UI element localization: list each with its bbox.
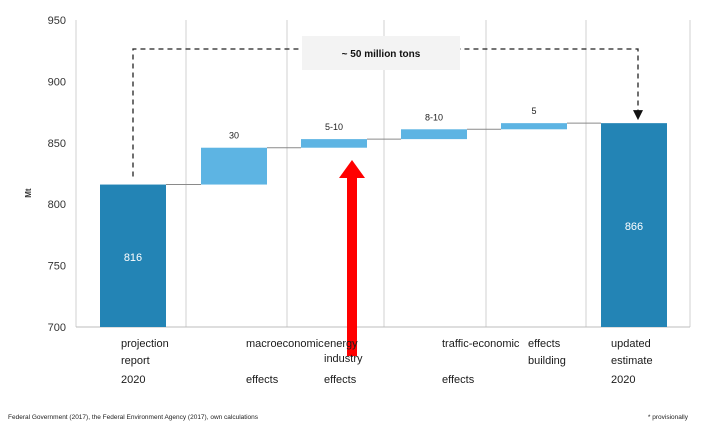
y-tick-700: 700 xyxy=(48,322,66,334)
annotation-layer: ~ 50 million tons xyxy=(132,36,643,356)
red-arrow-head-icon xyxy=(339,160,365,178)
y-axis-label: Mt xyxy=(24,188,33,198)
y-tick-950: 950 xyxy=(48,15,66,27)
category-label-2-1: industry xyxy=(324,353,363,365)
x-axis-categories: projection report 2020 macroeconomic effects… xyxy=(121,338,653,386)
bar-1 xyxy=(201,147,267,185)
bar-value-label-2: 5-10 xyxy=(325,122,343,132)
connector-layer xyxy=(166,122,601,186)
category-label-5-1: estimate xyxy=(611,355,653,367)
category-label-3-0: traffic-economic xyxy=(442,338,520,350)
footer-source: Federal Government (2017), the Federal E… xyxy=(8,414,259,421)
bar-4 xyxy=(501,123,567,130)
bar-layer xyxy=(100,123,667,327)
y-axis: 700 750 800 850 900 950 Mt xyxy=(24,15,66,334)
category-label-0-0: projection xyxy=(121,338,169,350)
category-label-4-0: effects xyxy=(528,338,561,350)
y-tick-750: 750 xyxy=(48,261,66,273)
category-label-0-1: report xyxy=(121,355,150,367)
callout-box xyxy=(302,36,460,70)
category-label-1-2: effects xyxy=(246,374,279,386)
category-label-5-2: 2020 xyxy=(611,374,635,386)
category-label-2-2: effects xyxy=(324,374,357,386)
bar-value-label-4: 5 xyxy=(531,106,536,116)
y-tick-900: 900 xyxy=(48,76,66,88)
callout-text: ~ 50 million tons xyxy=(342,49,421,60)
category-label-0-2: 2020 xyxy=(121,374,145,386)
bar-value-label-0: 816 xyxy=(124,252,142,264)
bar-5 xyxy=(601,123,667,327)
category-label-4-1: building xyxy=(528,355,566,367)
red-arrow-shaft xyxy=(347,176,357,356)
category-label-1-0: macroeconomic xyxy=(246,338,324,350)
bracket-arrowhead-icon xyxy=(633,110,643,121)
category-label-5-0: updated xyxy=(611,338,651,350)
footer-note: * provisionally xyxy=(647,414,688,421)
y-tick-850: 850 xyxy=(48,138,66,150)
grid-layer xyxy=(75,20,691,328)
category-label-3-2: effects xyxy=(442,374,475,386)
y-tick-800: 800 xyxy=(48,199,66,211)
bar-value-label-1: 30 xyxy=(229,131,239,141)
category-label-2-0: energy xyxy=(324,338,358,350)
bar-2 xyxy=(301,139,367,148)
bar-value-label-5: 866 xyxy=(625,221,643,233)
bar-0 xyxy=(100,184,166,327)
bar-3 xyxy=(401,129,467,140)
bar-value-label-3: 8-10 xyxy=(425,112,443,122)
label-layer: 816 30 5-10 8-10 5 866 xyxy=(124,106,643,264)
